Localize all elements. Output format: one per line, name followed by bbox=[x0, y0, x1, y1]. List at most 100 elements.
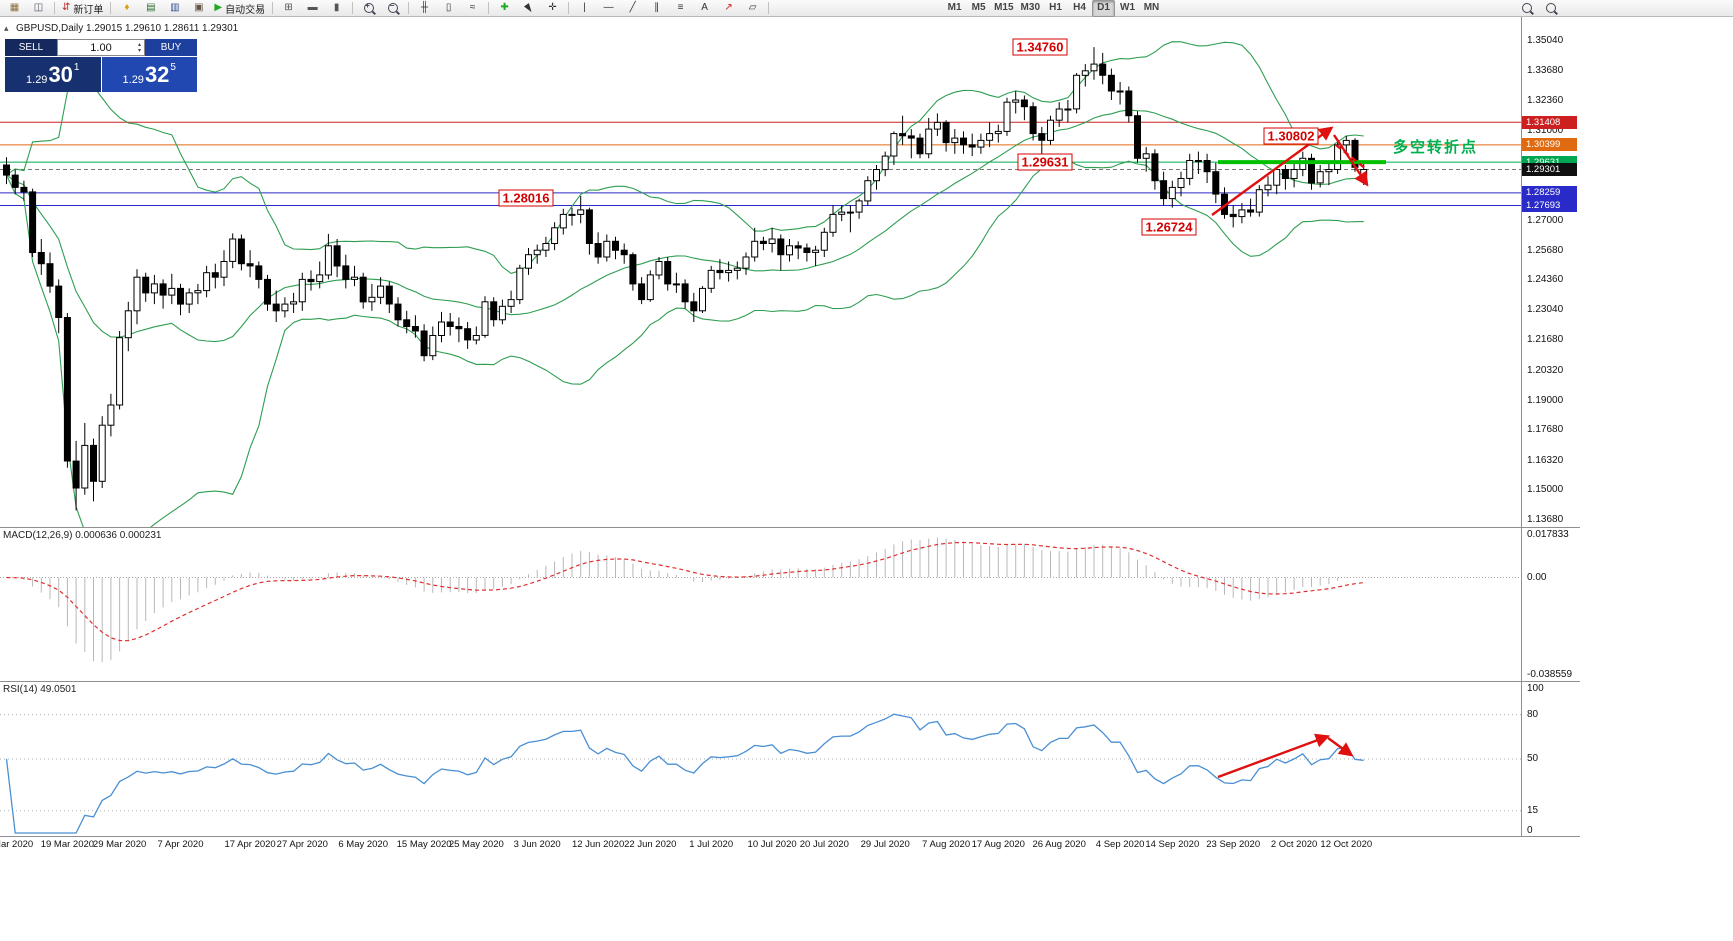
sell-label[interactable]: SELL bbox=[5, 39, 57, 56]
price-axis-label: 1.20320 bbox=[1527, 364, 1564, 376]
buy-price-sup: 5 bbox=[170, 62, 176, 73]
one-click-trading-panel: SELL 1.00 ▴ ▾ BUY 1.29 30 1 1.29 32 5 bbox=[5, 39, 197, 92]
new-order-button[interactable]: ⇵ 新订单 bbox=[59, 0, 106, 17]
macd-signal-line bbox=[6, 541, 1364, 642]
indicators-icon[interactable]: ✚ bbox=[493, 0, 516, 17]
toolbar-separator bbox=[768, 2, 770, 14]
price-annotation[interactable]: 1.34760 bbox=[1012, 38, 1068, 56]
find-symbol-icon[interactable] bbox=[1539, 0, 1562, 17]
auto-trading-button[interactable]: ▶ 自动交易 bbox=[211, 0, 268, 17]
date-axis-label: 7 Aug 2020 bbox=[922, 839, 971, 850]
market-watch-icon[interactable]: ♦ bbox=[115, 0, 138, 17]
timeframe-h1[interactable]: H1 bbox=[1044, 0, 1067, 17]
candlestick-chart-icon[interactable]: ▯ bbox=[437, 0, 460, 17]
tile-vertical-icon[interactable]: ▮ bbox=[325, 0, 348, 17]
price-annotation[interactable]: 1.28016 bbox=[498, 189, 554, 207]
price-axis-label: 1.32360 bbox=[1527, 94, 1564, 106]
main-chart-canvas[interactable] bbox=[0, 17, 1522, 527]
date-axis-label: 15 May 2020 bbox=[396, 839, 452, 850]
timeframe-m30-label: M30 bbox=[1020, 2, 1040, 13]
price-axis-label: 1.23040 bbox=[1527, 303, 1564, 315]
vertical-line-icon[interactable]: | bbox=[573, 0, 596, 17]
price-axis-label: 1.13680 bbox=[1527, 513, 1564, 525]
timeframe-m1[interactable]: M1 bbox=[943, 0, 966, 17]
timeframe-d1[interactable]: D1 bbox=[1092, 0, 1115, 17]
timeframe-d1-label: D1 bbox=[1097, 2, 1110, 13]
price-axis-label: 1.19000 bbox=[1527, 394, 1564, 406]
shapes-icon[interactable]: ▱ bbox=[741, 0, 764, 17]
bollinger-band bbox=[6, 159, 1364, 527]
new-chart-icon[interactable]: ▦ bbox=[3, 0, 26, 17]
buy-label[interactable]: BUY bbox=[145, 39, 197, 56]
timeframe-h4[interactable]: H4 bbox=[1068, 0, 1091, 17]
macd-axis-label: 0.00 bbox=[1527, 571, 1547, 583]
timeframe-m1-label: M1 bbox=[947, 2, 962, 13]
timeframe-mn[interactable]: MN bbox=[1140, 0, 1163, 17]
chart-window[interactable]: ▴ GBPUSD,Daily 1.29015 1.29610 1.28611 1… bbox=[0, 17, 1733, 941]
lot-spinner: ▴ ▾ bbox=[136, 40, 143, 55]
trendline-icon[interactable]: ╱ bbox=[621, 0, 644, 17]
candlestick-chart-icon: ▯ bbox=[445, 2, 452, 13]
tile-horizontal-icon: ▬ bbox=[307, 2, 318, 13]
rsi-canvas[interactable] bbox=[0, 682, 1522, 836]
timeframe-w1[interactable]: W1 bbox=[1116, 0, 1139, 17]
arrows-icon[interactable]: ↗ bbox=[717, 0, 740, 17]
lot-decrease-icon[interactable]: ▾ bbox=[137, 47, 141, 54]
zoom-in-icon bbox=[363, 1, 374, 13]
price-annotation[interactable]: 1.30802 bbox=[1263, 127, 1319, 145]
lot-size-field[interactable]: 1.00 ▴ ▾ bbox=[57, 39, 145, 56]
vertical-line-icon: | bbox=[583, 2, 586, 13]
bar-chart-icon[interactable]: ╫ bbox=[413, 0, 436, 17]
channel-icon[interactable]: ∥ bbox=[645, 0, 668, 17]
cursor-icon[interactable] bbox=[517, 0, 540, 17]
rsi-arrow[interactable] bbox=[1217, 733, 1331, 779]
macd-indicator-label: MACD(12,26,9) 0.000636 0.000231 bbox=[3, 530, 162, 541]
lot-size-value[interactable]: 1.00 bbox=[90, 41, 112, 54]
find-symbol-icon bbox=[1545, 3, 1556, 13]
price-tag: 1.31408 bbox=[1522, 115, 1577, 129]
date-axis-label: 17 Aug 2020 bbox=[971, 839, 1025, 850]
text-icon[interactable]: A bbox=[693, 0, 716, 17]
navigator-icon[interactable]: ▥ bbox=[163, 0, 186, 17]
data-window-icon[interactable]: ▤ bbox=[139, 0, 162, 17]
lot-increase-icon[interactable]: ▴ bbox=[137, 41, 141, 48]
rsi-axis-label: 50 bbox=[1527, 753, 1539, 764]
timeframe-m30[interactable]: M30 bbox=[1018, 0, 1043, 17]
tile-horizontal-icon[interactable]: ▬ bbox=[301, 0, 324, 17]
cascade-windows-icon: ⊞ bbox=[284, 2, 293, 13]
trend-arrow[interactable] bbox=[1333, 134, 1369, 187]
horizontal-line-icon[interactable]: — bbox=[597, 0, 620, 17]
timeframe-m15[interactable]: M15 bbox=[991, 0, 1016, 17]
date-axis-label: 7 Apr 2020 bbox=[157, 839, 204, 850]
panel-separator[interactable] bbox=[0, 527, 1580, 528]
terminal-icon[interactable]: ▣ bbox=[187, 0, 210, 17]
line-chart-icon[interactable]: ≈ bbox=[461, 0, 484, 17]
crosshair-icon[interactable]: ✛ bbox=[541, 0, 564, 17]
zoom-in-icon[interactable] bbox=[357, 0, 380, 17]
timeframe-mn-label: MN bbox=[1143, 2, 1160, 13]
cascade-windows-icon[interactable]: ⊞ bbox=[277, 0, 300, 17]
turning-point-label[interactable]: 多空转折点 bbox=[1393, 139, 1479, 156]
date-axis-label: 17 Apr 2020 bbox=[224, 839, 276, 850]
trend-arrow[interactable] bbox=[1335, 144, 1367, 170]
search-icon[interactable] bbox=[1515, 0, 1538, 17]
date-axis-label: 29 Mar 2020 bbox=[92, 839, 147, 850]
tile-vertical-icon: ▮ bbox=[333, 2, 340, 13]
timeframe-m5[interactable]: M5 bbox=[967, 0, 990, 17]
rsi-arrow[interactable] bbox=[1327, 737, 1354, 757]
buy-button[interactable]: 1.29 32 5 bbox=[101, 57, 197, 92]
price-annotation[interactable]: 1.29631 bbox=[1017, 153, 1073, 171]
price-annotation[interactable]: 1.26724 bbox=[1141, 218, 1197, 236]
price-axis-label: 1.35040 bbox=[1527, 34, 1564, 46]
chart-profiles-icon[interactable]: ◫ bbox=[27, 0, 50, 17]
price-tag: 1.28259 bbox=[1522, 186, 1577, 200]
macd-axis-label: -0.038559 bbox=[1527, 669, 1573, 680]
fibonacci-icon[interactable]: ≡ bbox=[669, 0, 692, 17]
sell-button[interactable]: 1.29 30 1 bbox=[5, 57, 101, 92]
macd-canvas[interactable] bbox=[0, 528, 1522, 681]
data-window-icon: ▤ bbox=[146, 2, 156, 13]
zoom-out-icon[interactable] bbox=[381, 0, 404, 17]
one-click-toggle-icon[interactable]: ▴ bbox=[4, 23, 9, 33]
panel-separator bbox=[0, 836, 1580, 837]
panel-separator[interactable] bbox=[0, 681, 1580, 682]
